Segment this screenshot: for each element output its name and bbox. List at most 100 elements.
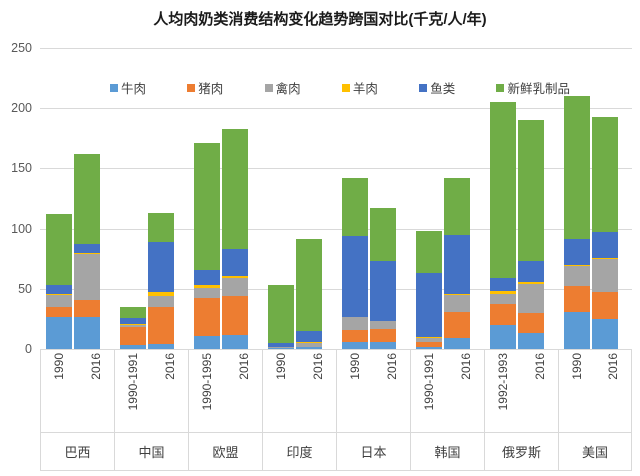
- bar-segment-猪肉: [73, 299, 100, 317]
- bar-segment-禽肉: [342, 316, 369, 330]
- x-axis-year-cell: 2016: [152, 350, 189, 432]
- bar-韩国-2016: [443, 178, 470, 349]
- gridline-250: [40, 48, 632, 49]
- x-axis-year-cell: 2016: [522, 350, 559, 432]
- bar-segment-鱼类: [221, 249, 248, 276]
- x-axis-group-欧盟: 1990-1995 2016 欧盟: [188, 349, 262, 471]
- x-axis-country-cell: 欧盟: [189, 433, 262, 471]
- bar-segment-禽肉: [564, 265, 591, 287]
- x-axis-year-label: 2016: [236, 353, 251, 380]
- bar-segment-新鲜乳制品: [73, 153, 100, 245]
- bar-segment-牛肉: [73, 316, 100, 349]
- gridline-100: [40, 228, 632, 230]
- bar-印度-2016: [295, 239, 322, 349]
- bar-segment-猪肉: [369, 328, 396, 342]
- x-axis-country-label: 俄罗斯: [501, 445, 541, 460]
- bar-segment-新鲜乳制品: [564, 96, 591, 240]
- legend-item-禽肉[interactable]: 禽肉: [264, 78, 301, 97]
- bar-segment-鱼类: [416, 273, 443, 337]
- x-axis-country-cell: 日本: [337, 433, 410, 471]
- bar-segment-猪肉: [46, 306, 73, 317]
- bar-segment-猪肉: [564, 286, 591, 312]
- x-axis-year-cell: 2016: [374, 350, 411, 432]
- y-axis-tick-label: 100: [11, 221, 32, 236]
- legend-swatch-icon: [110, 83, 118, 92]
- bar-segment-牛肉: [221, 334, 248, 349]
- x-axis-country-label: 韩国: [434, 445, 461, 460]
- y-axis-tick-label: 0: [25, 342, 32, 356]
- bar-segment-禽肉: [295, 342, 322, 347]
- bar-俄罗斯-1992-1993: [490, 102, 517, 349]
- legend-label: 羊肉: [352, 82, 378, 96]
- bar-segment-鱼类: [342, 235, 369, 317]
- bar-segment-禽肉: [416, 338, 443, 342]
- bar-segment-鱼类: [147, 241, 174, 293]
- x-axis-country-label: 印度: [286, 445, 313, 460]
- x-axis-year-label: 1990-1995: [200, 353, 215, 411]
- legend-item-猪肉[interactable]: 猪肉: [187, 78, 223, 97]
- bar-segment-羊肉: [46, 293, 73, 295]
- bar-segment-禽肉: [221, 278, 248, 297]
- legend-item-牛肉[interactable]: 牛肉: [110, 78, 146, 97]
- x-axis-year-cell: 1990: [263, 350, 300, 432]
- x-axis: 1990 2016 巴西 1990-1991 2016 中国 1990-1995 2016 欧盟…: [40, 349, 632, 471]
- bar-segment-新鲜乳制品: [147, 212, 174, 242]
- bar-segment-新鲜乳制品: [120, 306, 147, 318]
- legend-swatch-icon: [341, 83, 350, 92]
- x-axis-country-label: 美国: [581, 445, 608, 460]
- legend-label: 牛肉: [121, 82, 147, 96]
- legend-item-羊肉[interactable]: 羊肉: [341, 78, 378, 97]
- legend-label: 新鲜乳制品: [507, 82, 570, 96]
- bar-segment-猪肉: [147, 306, 174, 345]
- bar-segment-禽肉: [443, 294, 470, 312]
- bar-segment-猪肉: [443, 311, 470, 339]
- x-axis-year-cell: 2016: [448, 350, 485, 432]
- x-axis-year-label: 1990: [348, 353, 363, 380]
- x-axis-group-美国: 1990 2016 美国: [558, 349, 632, 471]
- bar-segment-羊肉: [591, 257, 618, 259]
- bar-segment-羊肉: [564, 264, 591, 266]
- bar-segment-猪肉: [517, 312, 544, 334]
- bar-segment-牛肉: [268, 347, 295, 349]
- gridline-50: [40, 288, 632, 290]
- legend-label: 鱼类: [430, 82, 456, 96]
- bar-segment-新鲜乳制品: [369, 208, 396, 262]
- bar-巴西-1990: [46, 214, 73, 349]
- x-axis-year-label: 2016: [606, 353, 620, 380]
- bar-segment-新鲜乳制品: [342, 178, 369, 236]
- x-axis-year-cell: 2016: [595, 350, 631, 432]
- bar-segment-新鲜乳制品: [443, 178, 470, 235]
- bar-segment-猪肉: [591, 292, 618, 319]
- legend-item-新鲜乳制品[interactable]: 新鲜乳制品: [496, 78, 570, 97]
- bar-segment-鱼类: [369, 261, 396, 322]
- x-axis-year-label: 1992-1993: [496, 353, 511, 411]
- y-axis-tick-label: 200: [11, 101, 32, 116]
- bar-segment-新鲜乳制品: [194, 143, 221, 270]
- bar-segment-牛肉: [369, 341, 396, 349]
- bar-segment-禽肉: [46, 294, 73, 307]
- x-axis-country-cell: 巴西: [41, 433, 114, 471]
- legend-item-鱼类[interactable]: 鱼类: [419, 78, 455, 97]
- x-axis-country-label: 欧盟: [212, 445, 239, 460]
- bar-中国-1990-1991: [120, 306, 147, 349]
- bar-segment-禽肉: [591, 258, 618, 293]
- bar-segment-新鲜乳制品: [416, 231, 443, 274]
- bar-segment-禽肉: [120, 324, 147, 328]
- bar-segment-牛肉: [194, 335, 221, 349]
- bar-segment-新鲜乳制品: [591, 116, 618, 233]
- bar-韩国-1990-1991: [416, 231, 443, 349]
- bar-segment-鱼类: [73, 244, 100, 253]
- bar-segment-牛肉: [564, 311, 591, 349]
- bar-日本-1990: [342, 178, 369, 349]
- bar-segment-禽肉: [147, 296, 174, 307]
- bar-segment-禽肉: [73, 253, 100, 300]
- x-axis-year-label: 2016: [162, 353, 177, 380]
- bar-segment-羊肉: [194, 285, 221, 288]
- bar-欧盟-2016: [221, 128, 248, 349]
- y-axis-tick-label: 50: [18, 281, 32, 296]
- bar-segment-鱼类: [443, 234, 470, 294]
- x-axis-year-cell: 1990: [41, 350, 78, 432]
- bar-segment-鱼类: [517, 261, 544, 282]
- x-axis-year-cell: 1992-1993: [485, 350, 522, 432]
